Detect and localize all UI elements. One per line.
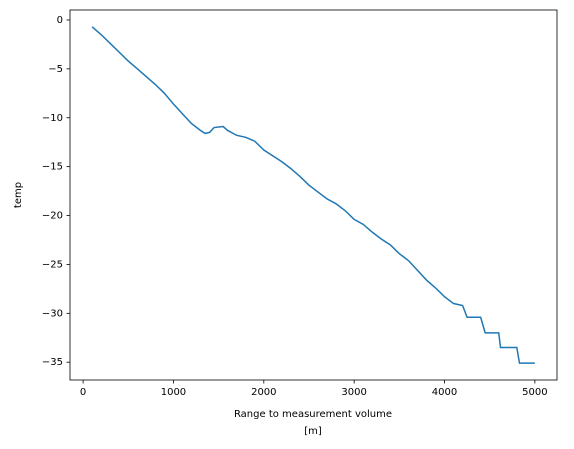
x-axis-label: Range to measurement volume: [234, 409, 392, 420]
y-axis-label: temp: [13, 182, 24, 208]
y-tick-label: −5: [48, 64, 63, 75]
y-tick-label: −15: [42, 162, 63, 173]
y-tick-label: 0: [57, 15, 63, 26]
x-tick-label: 2000: [251, 387, 276, 398]
y-tick-label: −10: [42, 113, 63, 124]
plot-frame: [69, 9, 558, 381]
y-tick-label: −20: [42, 211, 63, 222]
x-tick-label: 0: [80, 387, 86, 398]
x-tick-label: 1000: [161, 387, 186, 398]
x-axis-label: [m]: [304, 426, 322, 437]
y-tick-label: −25: [42, 259, 63, 270]
x-tick-label: 3000: [341, 387, 366, 398]
y-tick-label: −30: [42, 308, 63, 319]
data-line: [91, 26, 535, 364]
x-tick-label: 5000: [522, 387, 547, 398]
y-tick-label: −35: [42, 357, 63, 368]
x-tick-label: 4000: [432, 387, 457, 398]
